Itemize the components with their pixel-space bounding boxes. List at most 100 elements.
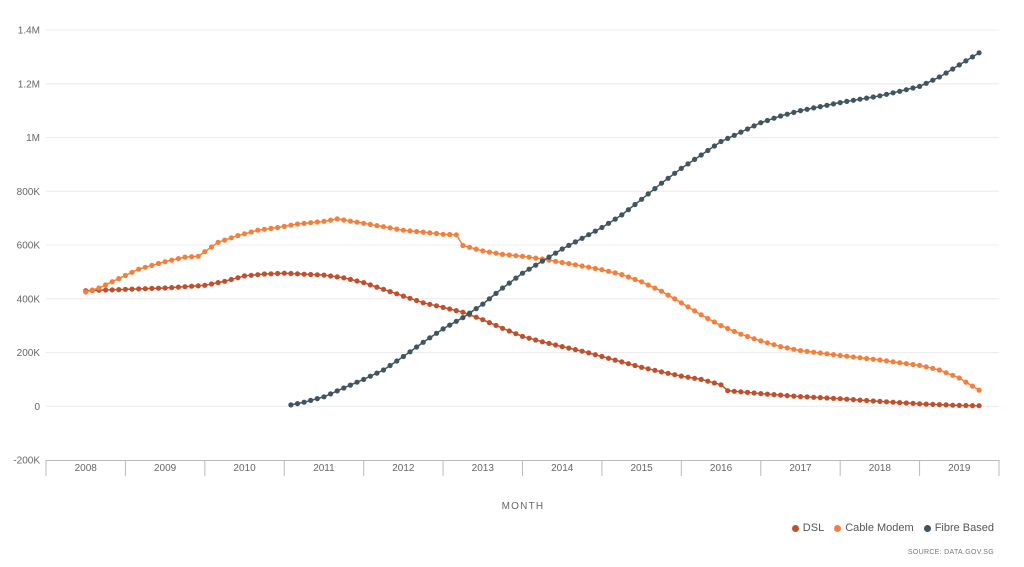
data-point[interactable] xyxy=(625,207,632,213)
data-point[interactable] xyxy=(956,62,962,68)
data-point[interactable] xyxy=(877,398,883,404)
data-point[interactable] xyxy=(268,271,274,277)
data-point[interactable] xyxy=(433,330,440,336)
data-point[interactable] xyxy=(764,391,771,397)
data-point[interactable] xyxy=(797,108,804,114)
data-point[interactable] xyxy=(830,101,837,107)
data-point[interactable] xyxy=(672,296,678,302)
data-point[interactable] xyxy=(103,287,109,293)
data-point[interactable] xyxy=(870,94,876,100)
data-point[interactable] xyxy=(903,400,909,406)
data-point[interactable] xyxy=(400,227,406,233)
data-point[interactable] xyxy=(572,239,579,245)
data-point[interactable] xyxy=(619,212,625,218)
data-point[interactable] xyxy=(870,398,876,404)
data-point[interactable] xyxy=(731,328,737,334)
data-point[interactable] xyxy=(321,218,327,224)
data-point[interactable] xyxy=(208,244,215,250)
data-point[interactable] xyxy=(850,397,857,403)
data-point[interactable] xyxy=(281,270,287,276)
data-point[interactable] xyxy=(612,270,618,276)
data-point[interactable] xyxy=(738,331,744,337)
data-point[interactable] xyxy=(672,170,678,176)
data-point[interactable] xyxy=(797,348,804,354)
data-point[interactable] xyxy=(288,402,294,408)
data-point[interactable] xyxy=(599,353,605,360)
data-point[interactable] xyxy=(764,117,771,124)
data-point[interactable] xyxy=(122,286,128,292)
data-point[interactable] xyxy=(559,344,565,350)
data-point[interactable] xyxy=(407,228,413,234)
data-point[interactable] xyxy=(758,391,764,397)
data-point[interactable] xyxy=(784,393,790,399)
data-point[interactable] xyxy=(592,228,598,234)
data-point[interactable] xyxy=(473,314,479,320)
data-point[interactable] xyxy=(354,219,360,225)
data-point[interactable] xyxy=(910,400,916,406)
data-point[interactable] xyxy=(976,387,982,393)
data-point[interactable] xyxy=(897,400,903,406)
data-point[interactable] xyxy=(817,395,823,401)
data-point[interactable] xyxy=(579,348,585,354)
data-point[interactable] xyxy=(526,335,532,341)
data-point[interactable] xyxy=(566,345,572,351)
data-point[interactable] xyxy=(328,273,334,279)
data-point[interactable] xyxy=(142,264,148,270)
data-point[interactable] xyxy=(294,271,301,277)
data-point[interactable] xyxy=(903,87,909,93)
data-point[interactable] xyxy=(182,254,188,260)
data-point[interactable] xyxy=(784,111,790,117)
data-point[interactable] xyxy=(109,287,115,293)
data-point[interactable] xyxy=(109,279,115,285)
data-point[interactable] xyxy=(467,310,473,316)
data-point[interactable] xyxy=(513,331,519,337)
data-point[interactable] xyxy=(969,54,976,60)
data-point[interactable] xyxy=(414,228,420,235)
data-point[interactable] xyxy=(877,93,883,99)
data-point[interactable] xyxy=(711,319,718,325)
data-point[interactable] xyxy=(923,80,929,86)
data-point[interactable] xyxy=(367,282,373,288)
data-point[interactable] xyxy=(281,223,287,229)
data-point[interactable] xyxy=(672,372,678,378)
data-point[interactable] xyxy=(361,280,367,286)
data-point[interactable] xyxy=(725,325,731,332)
data-point[interactable] xyxy=(612,216,618,222)
data-point[interactable] xyxy=(460,309,466,315)
data-point[interactable] xyxy=(791,346,797,352)
data-point[interactable] xyxy=(420,339,426,345)
data-point[interactable] xyxy=(314,396,320,402)
data-point[interactable] xyxy=(83,289,89,295)
data-point[interactable] xyxy=(619,272,625,278)
data-point[interactable] xyxy=(480,317,486,323)
data-point[interactable] xyxy=(645,191,651,197)
data-point[interactable] xyxy=(526,254,532,260)
data-point[interactable] xyxy=(963,58,969,64)
data-point[interactable] xyxy=(579,263,585,269)
data-point[interactable] xyxy=(738,129,744,135)
data-point[interactable] xyxy=(692,156,698,162)
data-point[interactable] xyxy=(162,259,168,265)
data-point[interactable] xyxy=(950,66,956,72)
data-point[interactable] xyxy=(718,382,724,388)
data-point[interactable] xyxy=(566,261,572,267)
data-point[interactable] xyxy=(440,231,446,237)
data-point[interactable] xyxy=(453,308,459,314)
data-point[interactable] xyxy=(440,304,446,310)
data-point[interactable] xyxy=(605,220,612,226)
data-point[interactable] xyxy=(328,391,334,397)
data-point[interactable] xyxy=(857,355,863,361)
data-point[interactable] xyxy=(923,364,929,370)
data-point[interactable] xyxy=(705,147,711,154)
data-point[interactable] xyxy=(169,285,175,291)
data-point[interactable] xyxy=(586,350,592,356)
data-point[interactable] xyxy=(374,223,380,229)
data-point[interactable] xyxy=(334,274,340,280)
data-point[interactable] xyxy=(301,220,307,226)
data-point[interactable] xyxy=(738,389,744,395)
data-point[interactable] xyxy=(692,375,698,381)
data-point[interactable] xyxy=(890,399,896,405)
data-point[interactable] xyxy=(897,88,903,94)
data-point[interactable] xyxy=(930,365,936,371)
data-point[interactable] xyxy=(731,388,737,394)
